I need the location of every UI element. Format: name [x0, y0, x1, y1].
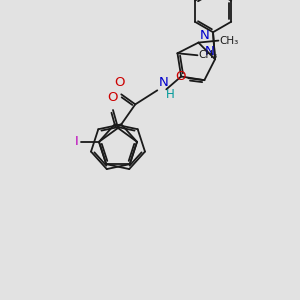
Text: O: O — [107, 91, 117, 104]
Text: O: O — [114, 76, 124, 89]
Text: CH₃: CH₃ — [199, 50, 218, 60]
Text: I: I — [75, 135, 79, 148]
Text: N: N — [204, 45, 214, 58]
Text: CH₃: CH₃ — [219, 36, 239, 46]
Text: H: H — [166, 88, 175, 101]
Text: O: O — [175, 70, 185, 83]
Text: N: N — [200, 28, 209, 42]
Text: N: N — [158, 76, 168, 89]
